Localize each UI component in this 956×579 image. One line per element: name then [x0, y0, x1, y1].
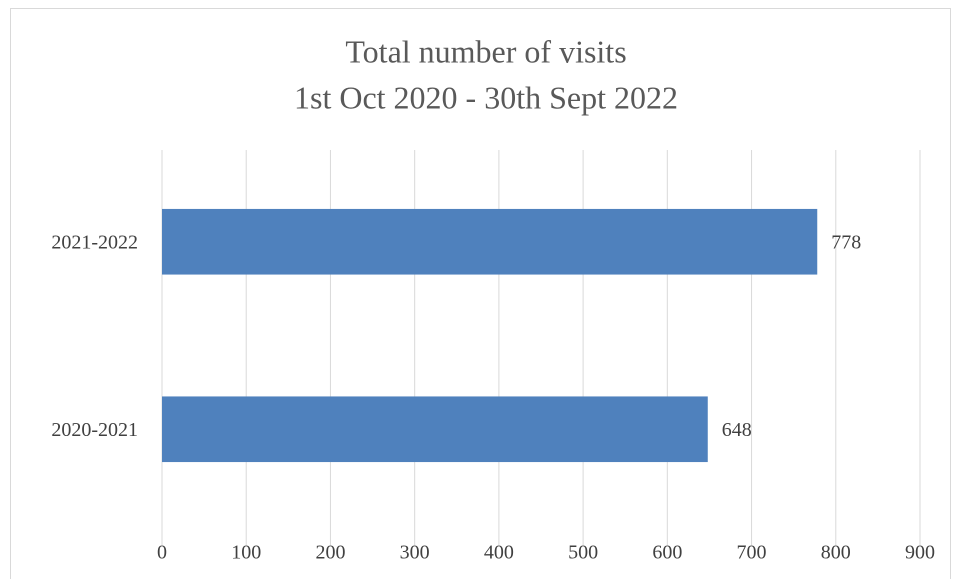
x-tick-label: 400: [484, 542, 514, 564]
x-tick-label: 600: [652, 542, 682, 564]
chart-border: [10, 8, 951, 579]
x-tick-label: 0: [157, 542, 167, 564]
data-label: 648: [722, 419, 752, 441]
bar: [162, 208, 818, 275]
x-tick-label: 200: [315, 542, 345, 564]
data-label: 778: [831, 231, 861, 253]
x-tick-label: 800: [821, 542, 851, 564]
chart-title: 1st Oct 2020 - 30th Sept 2022: [294, 79, 678, 115]
x-tick-label: 500: [568, 542, 598, 564]
x-tick-label: 300: [400, 542, 430, 564]
x-tick-label: 700: [737, 542, 767, 564]
x-tick-label: 100: [231, 542, 261, 564]
y-tick-label: 2021-2022: [51, 231, 138, 253]
y-tick-label: 2020-2021: [51, 419, 138, 441]
bar: [162, 396, 708, 463]
x-tick-label: 900: [905, 542, 935, 564]
chart-title: Total number of visits: [345, 33, 626, 69]
